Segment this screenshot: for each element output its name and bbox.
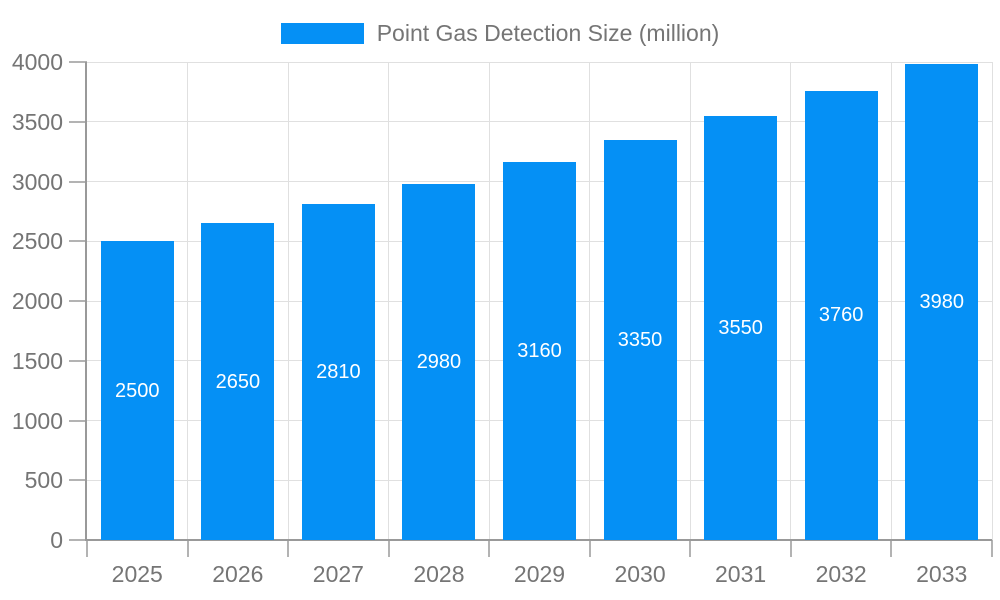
v-gridline — [589, 62, 591, 540]
h-gridline — [87, 121, 992, 123]
v-gridline — [790, 62, 792, 540]
x-axis-label: 2028 — [413, 561, 465, 587]
bar-value-label: 3350 — [617, 328, 663, 351]
h-gridline — [87, 61, 992, 63]
v-gridline — [890, 62, 892, 540]
y-axis-label: 3000 — [11, 168, 63, 195]
y-axis-tick — [69, 419, 87, 422]
bar-2031[interactable]: 3550 — [704, 115, 778, 540]
x-axis-label: 2030 — [614, 561, 666, 587]
bar-2029[interactable]: 3160 — [503, 162, 576, 540]
x-axis-label: 2032 — [815, 561, 867, 587]
y-axis-label: 2000 — [11, 288, 63, 314]
bar-2028[interactable]: 2980 — [402, 183, 476, 540]
y-axis-tick — [69, 359, 87, 362]
y-axis-line — [85, 62, 87, 540]
bar-2032[interactable]: 3760 — [804, 90, 878, 540]
bar-value-label: 2980 — [416, 350, 462, 373]
bar-2026[interactable]: 2650 — [201, 223, 275, 540]
y-axis-tick — [69, 240, 87, 243]
bar-2033[interactable]: 3980 — [905, 64, 979, 540]
x-axis-tick — [991, 540, 993, 557]
x-axis-label: 2026 — [212, 561, 264, 587]
bar-2027[interactable]: 2810 — [301, 204, 375, 540]
v-gridline — [991, 62, 993, 540]
y-axis-tick — [69, 539, 87, 541]
bar-value-label: 3550 — [718, 316, 763, 339]
y-axis-label: 500 — [24, 467, 63, 494]
legend-label: Point Gas Detection Size (million) — [376, 20, 720, 46]
y-axis-label: 2500 — [11, 228, 63, 255]
x-axis-tick — [789, 540, 792, 557]
v-gridline — [187, 62, 189, 540]
x-axis-tick — [287, 540, 290, 557]
chart-legend[interactable]: Point Gas Detection Size (million) — [0, 20, 1000, 46]
y-axis-label: 1000 — [11, 407, 63, 434]
y-axis-tick — [69, 61, 87, 63]
x-axis-label: 2025 — [111, 561, 163, 587]
v-gridline — [287, 62, 289, 540]
x-axis-label: 2031 — [715, 561, 767, 587]
y-axis-tick — [69, 479, 87, 482]
bar-value-label: 2650 — [215, 370, 261, 393]
v-gridline — [488, 62, 490, 540]
bar-value-label: 2500 — [115, 379, 160, 402]
x-axis-tick — [488, 540, 491, 557]
x-axis-label: 2029 — [513, 561, 566, 587]
v-gridline — [689, 62, 691, 540]
x-axis-label: 2033 — [916, 561, 968, 587]
x-axis-tick — [890, 540, 893, 557]
bar-value-label: 3160 — [517, 340, 562, 363]
bar-2025[interactable]: 2500 — [100, 241, 174, 540]
legend-swatch — [280, 22, 364, 44]
bar-value-label: 3980 — [919, 291, 964, 314]
bar-value-label: 3760 — [818, 304, 864, 327]
x-axis-tick — [86, 540, 88, 557]
y-axis-tick — [69, 120, 87, 123]
y-axis-label: 3500 — [11, 108, 63, 135]
v-gridline — [388, 62, 390, 540]
x-axis-tick — [689, 540, 692, 557]
y-axis-tick — [69, 180, 87, 183]
bar-2030[interactable]: 3350 — [603, 139, 677, 540]
x-axis-tick — [588, 540, 591, 557]
bar-value-label: 2810 — [316, 361, 361, 384]
x-axis-label: 2027 — [312, 561, 364, 587]
y-axis-label: 1500 — [11, 347, 63, 374]
x-axis-tick — [186, 540, 189, 557]
y-axis-label: 0 — [50, 527, 63, 553]
y-axis-tick — [69, 300, 87, 302]
y-axis-label: 4000 — [11, 49, 63, 75]
x-axis-line — [85, 539, 992, 541]
x-axis-tick — [387, 540, 390, 557]
